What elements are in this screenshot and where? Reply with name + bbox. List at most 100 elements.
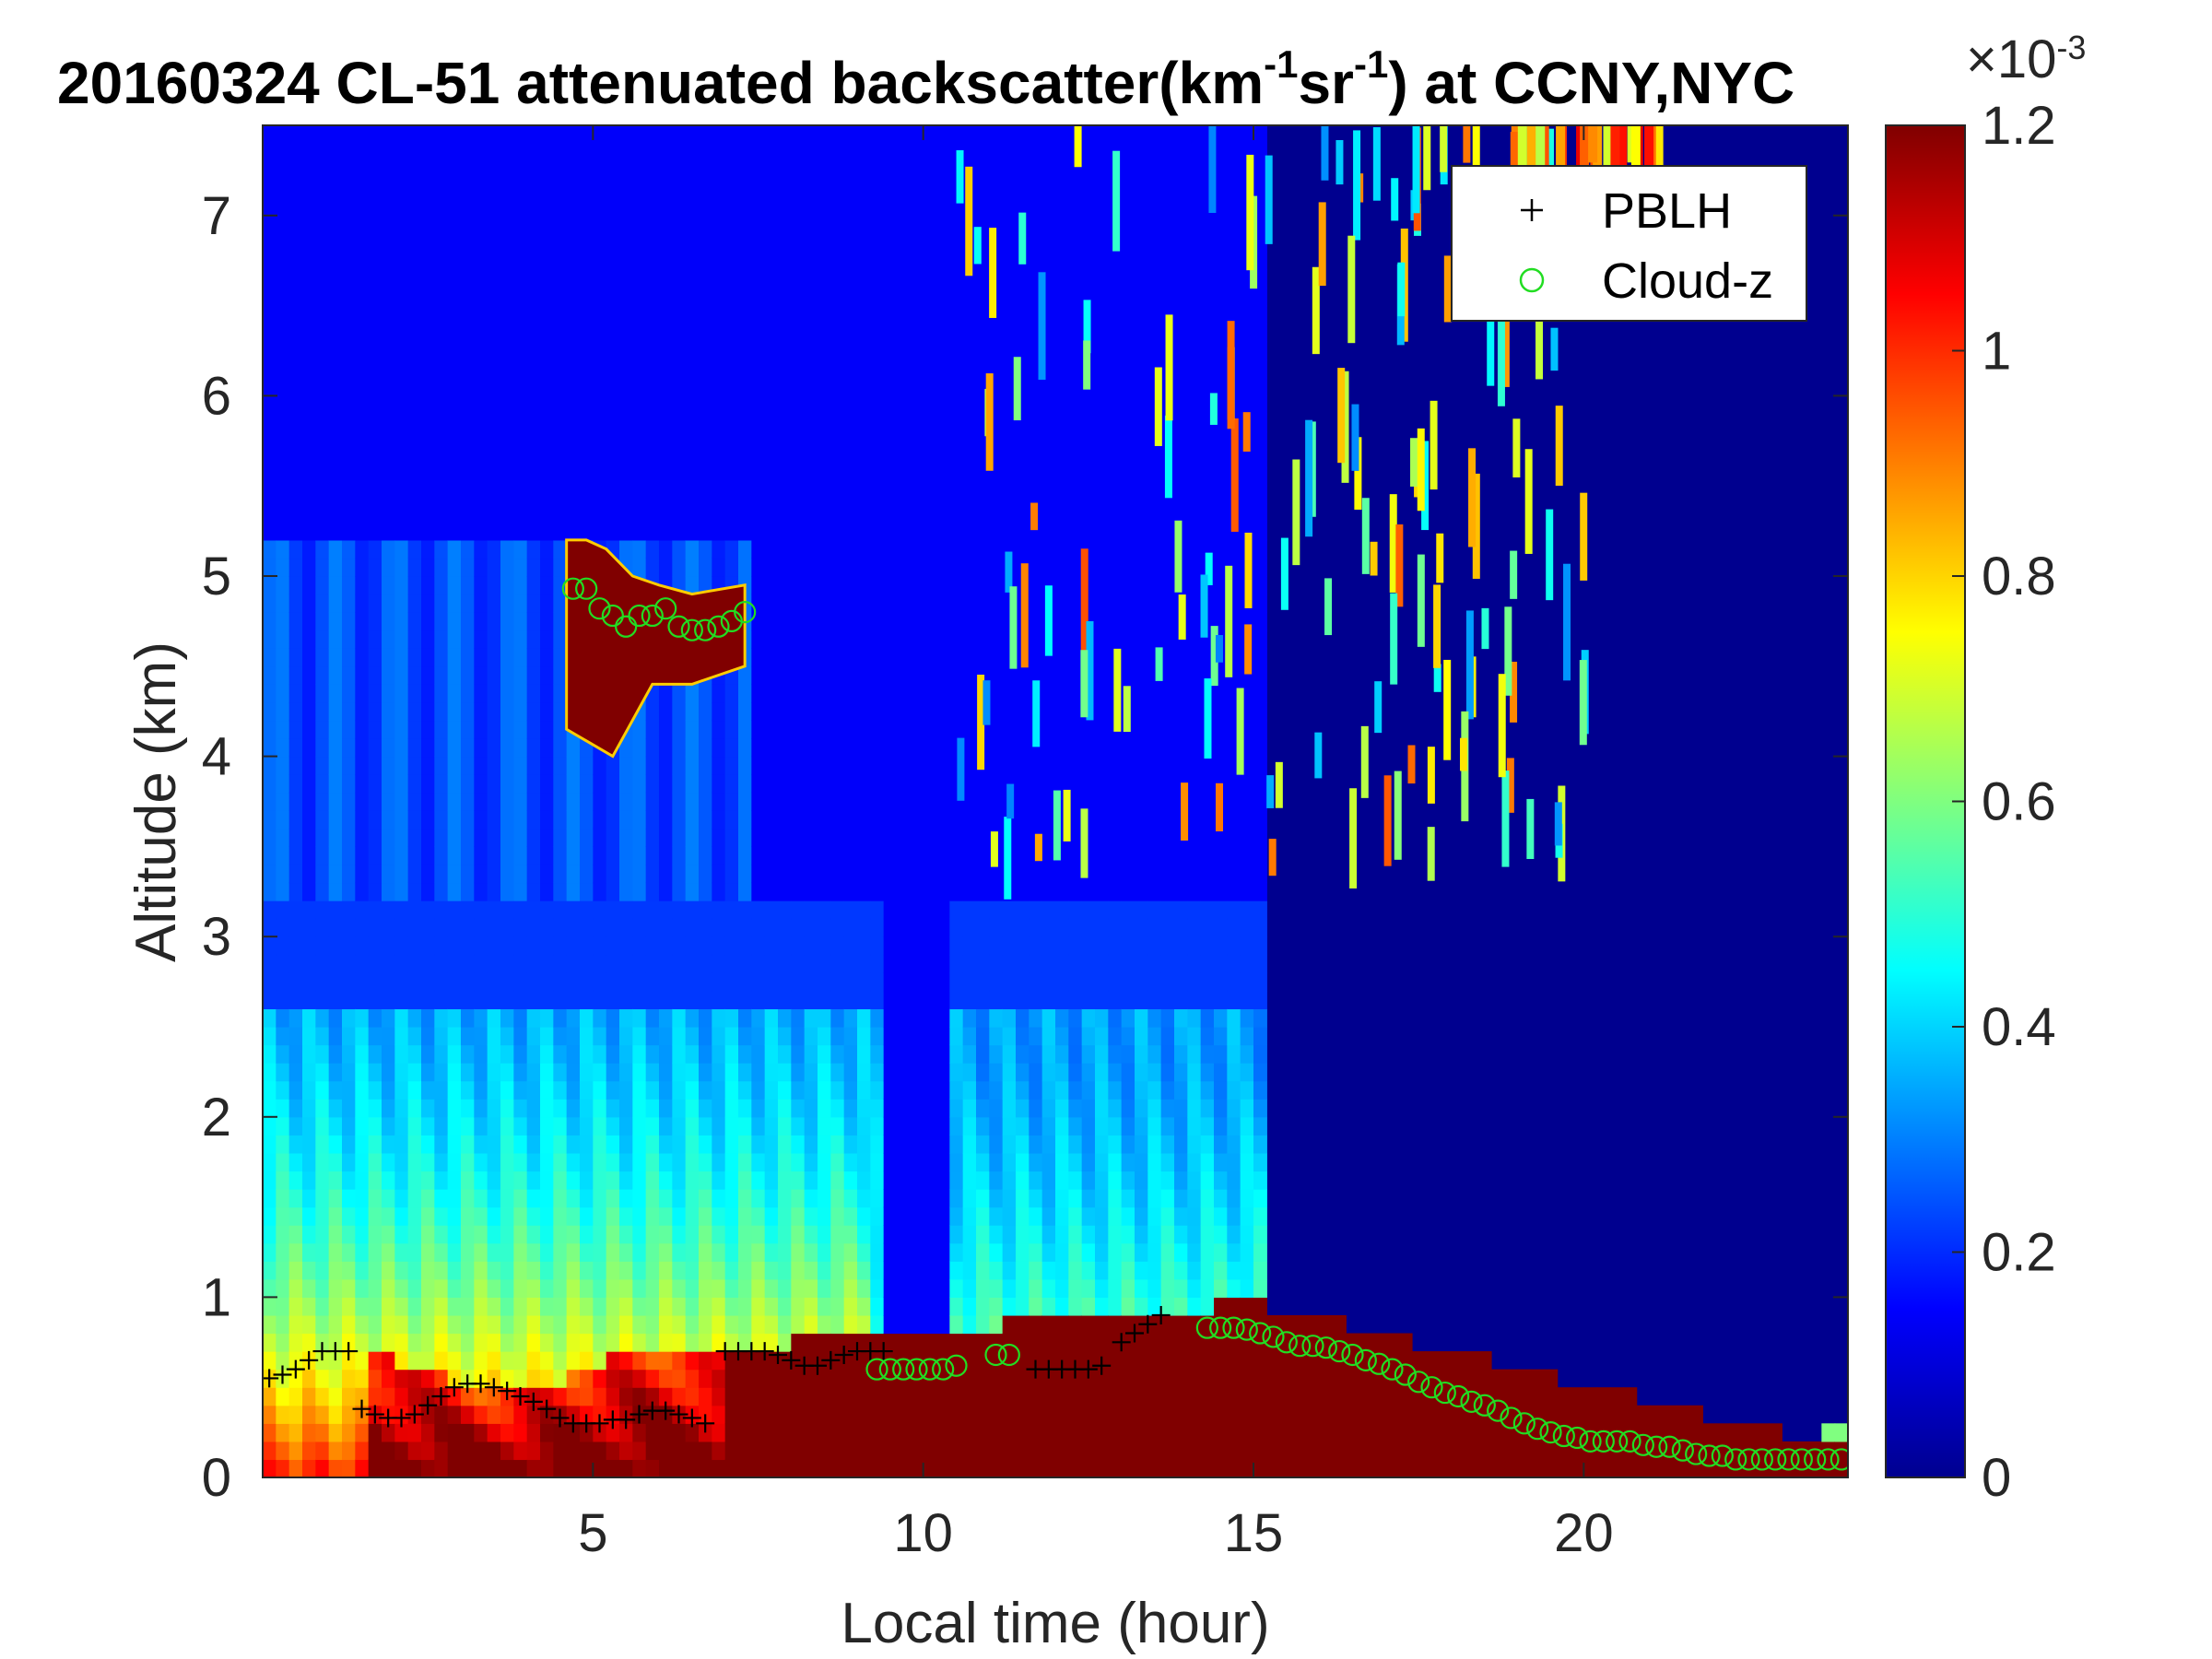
heatmap-cell [500, 1242, 514, 1262]
heatmap-cell [619, 756, 633, 775]
heatmap-cell [778, 486, 792, 505]
heatmap-cell [288, 792, 303, 811]
heatmap-cell [553, 522, 568, 541]
heatmap-cell [394, 1278, 409, 1298]
heatmap-cell [606, 1423, 620, 1442]
heatmap-cell [474, 503, 488, 523]
heatmap-cell [580, 1008, 594, 1028]
heatmap-cell [764, 215, 779, 234]
heatmap-cell [500, 1044, 514, 1064]
heatmap-cell [288, 1441, 303, 1461]
heatmap-cell [407, 1171, 422, 1190]
heatmap-cell [407, 738, 422, 758]
heatmap-cell [566, 305, 581, 324]
heatmap-cell [421, 1459, 435, 1477]
heatmap-cell [302, 882, 316, 901]
heatmap-cell [923, 990, 937, 1010]
heatmap-cell [764, 305, 779, 324]
heatmap-cell [421, 377, 435, 396]
heatmap-cell [580, 1351, 594, 1371]
heatmap-cell [540, 936, 554, 956]
heatmap-cell [553, 1387, 568, 1406]
heatmap-cell [342, 431, 356, 451]
heatmap-cell [315, 1152, 330, 1172]
heatmap-cell [526, 539, 541, 559]
heatmap-cell [699, 1351, 712, 1371]
heatmap-cell [659, 810, 673, 830]
heatmap-cell [989, 900, 1004, 920]
heatmap-cell [791, 1206, 806, 1226]
heatmap-cell [474, 882, 488, 901]
heatmap-cell [791, 648, 806, 667]
heatmap-cell [1055, 774, 1069, 794]
heatmap-cell [500, 810, 514, 830]
heatmap-cell [526, 846, 541, 865]
heatmap-cell [883, 701, 898, 722]
heatmap-cell [302, 125, 316, 145]
heatmap-cell [936, 377, 950, 396]
heatmap-cell [407, 395, 422, 415]
heatmap-cell [1108, 395, 1123, 415]
heatmap-cell [540, 720, 554, 739]
heatmap-cell [355, 215, 370, 234]
heatmap-cell [857, 629, 871, 649]
heatmap-cell [923, 377, 937, 396]
heatmap-cell [962, 359, 977, 379]
heatmap-cell [302, 684, 316, 703]
heatmap-cell [645, 1099, 660, 1118]
heatmap-cell [382, 377, 395, 396]
heatmap-cell [870, 701, 885, 722]
heatmap-cell [355, 179, 370, 198]
heatmap-cell [526, 629, 541, 649]
heatmap-cell [355, 1225, 370, 1244]
heatmap-cell [500, 1405, 514, 1424]
heatmap-cell [619, 882, 633, 901]
heatmap-cell [672, 1351, 687, 1371]
heatmap-cell [487, 594, 501, 613]
heatmap-cell [342, 486, 356, 505]
heatmap-cell [394, 900, 409, 920]
heatmap-cell [712, 846, 726, 865]
heatmap-cell [593, 1206, 607, 1226]
heatmap-cell [1002, 1314, 1017, 1335]
heatmap-cell [645, 1459, 660, 1477]
heatmap-cell [923, 738, 937, 758]
heatmap-cell [897, 143, 911, 162]
heatmap-cell [566, 882, 581, 901]
heatmap-cell [843, 467, 858, 487]
heatmap-cell [764, 1369, 779, 1388]
heatmap-cell [870, 846, 885, 865]
heatmap-cell [724, 701, 739, 722]
heatmap-cell [328, 828, 343, 847]
heatmap-cell [328, 1423, 343, 1442]
heatmap-cell [513, 918, 528, 937]
heatmap-cell [606, 1080, 620, 1100]
heatmap-cell [764, 594, 779, 613]
heatmap-cell [1095, 1171, 1109, 1190]
heatmap-cell [685, 1278, 700, 1298]
heatmap-cell [606, 288, 620, 307]
heatmap-cell [447, 1441, 462, 1461]
heatmap-cell [263, 324, 276, 343]
heatmap-cell [540, 864, 554, 884]
heatmap-cell [791, 665, 806, 685]
heatmap-cell [288, 1297, 303, 1316]
heatmap-cell [724, 1242, 739, 1262]
heatmap-cell [315, 486, 330, 505]
heatmap-cell [1095, 395, 1109, 415]
heatmap-cell [910, 305, 924, 324]
heatmap-cell [526, 1206, 541, 1226]
heatmap-cell [394, 125, 409, 145]
heatmap-cell [672, 1423, 687, 1442]
heatmap-cell [355, 1135, 370, 1154]
heatmap-cell [487, 576, 501, 595]
heatmap-cell [434, 1099, 449, 1118]
heatmap-cell [540, 539, 554, 559]
heatmap-cell [368, 1206, 382, 1226]
heatmap-cell [421, 990, 435, 1010]
heatmap-cell [632, 486, 647, 505]
heatmap-cell [738, 756, 752, 775]
heatmap-cell [949, 1152, 964, 1172]
heatmap-cell [593, 1459, 607, 1477]
heatmap-cell [949, 486, 964, 505]
